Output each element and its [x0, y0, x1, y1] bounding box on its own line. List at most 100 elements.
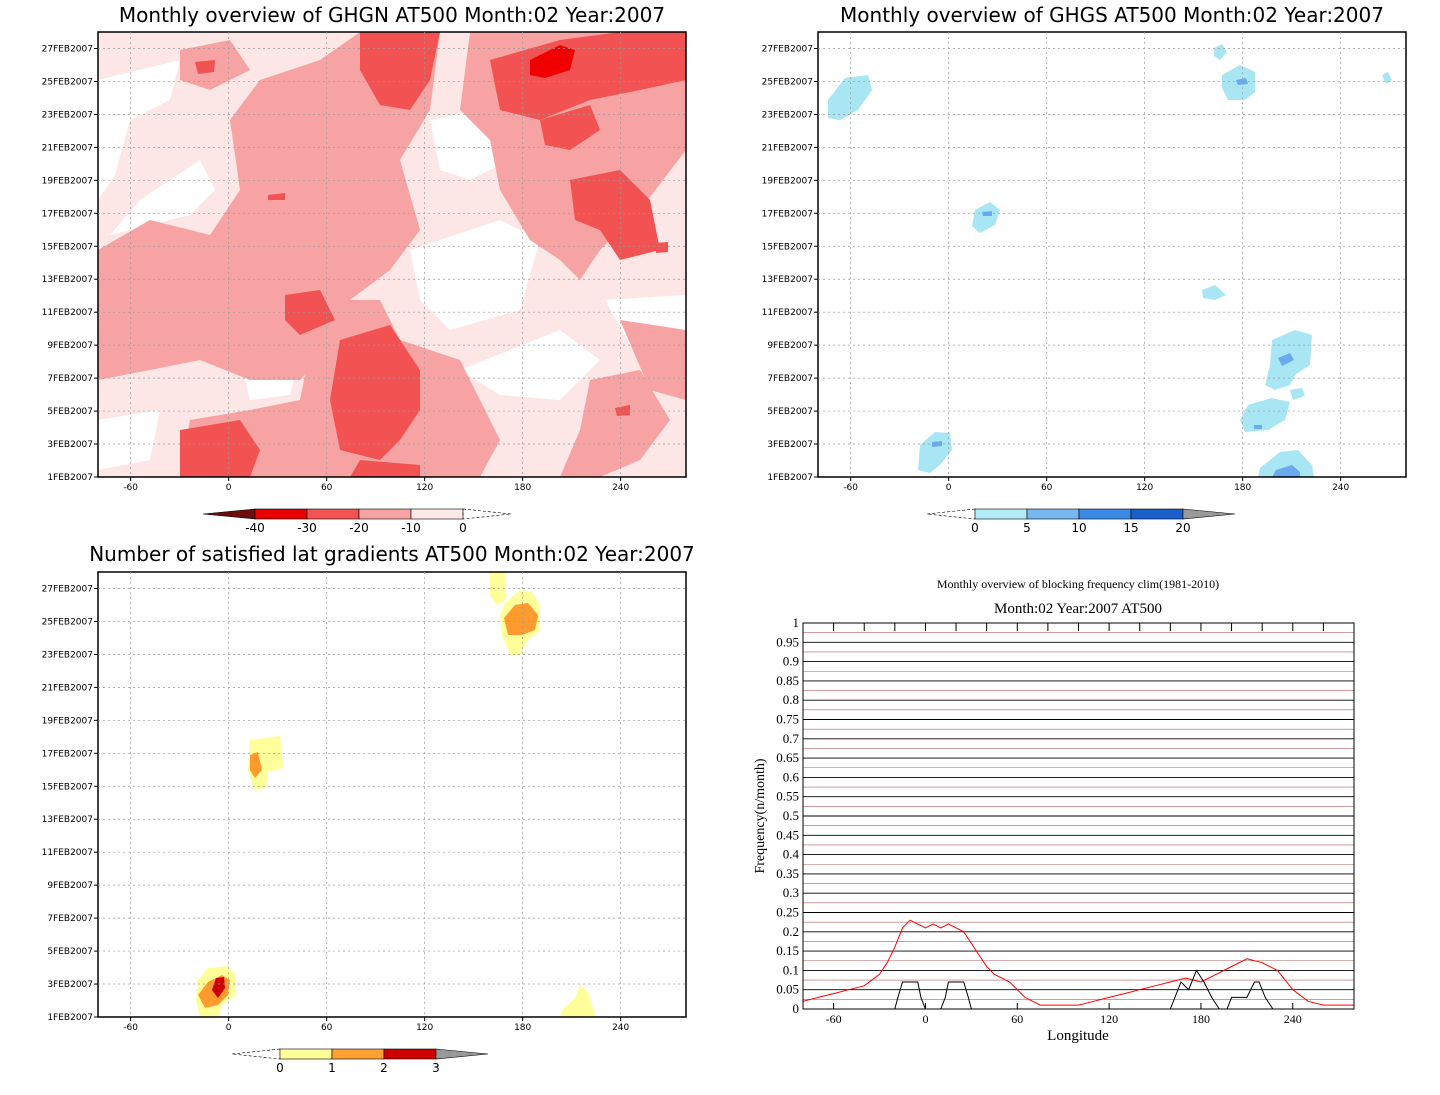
colorbar-segment — [358, 508, 412, 520]
lat-gradient-contour-field — [98, 572, 686, 1017]
colorbar-low-triangle — [202, 508, 256, 520]
colorbar-label: 3 — [432, 1061, 440, 1075]
colorbar-label: 5 — [1023, 521, 1031, 535]
colorbar-label: 1 — [328, 1061, 336, 1075]
colorbar-label: 10 — [1071, 521, 1086, 535]
colorbar-low-triangle — [231, 1048, 281, 1060]
y-tick-label: 0.75 — [776, 712, 799, 727]
y-tick-label: 9FEB2007 — [47, 881, 93, 891]
line-chart-subtitle: Month:02 Year:2007 AT500 — [994, 601, 1162, 617]
ghgs-grid — [818, 32, 1406, 477]
y-tick-label: 23FEB2007 — [42, 110, 93, 120]
y-tick-label: 15FEB2007 — [762, 242, 813, 252]
x-tick-label: 240 — [1284, 1012, 1302, 1026]
colorbar-label: 0 — [971, 521, 979, 535]
y-tick-label: 3FEB2007 — [47, 440, 93, 450]
ghgs-colorbar: 0 5 10 15 20 — [926, 508, 1236, 535]
y-tick-label: 0.05 — [776, 982, 799, 997]
y-tick-label: 17FEB2007 — [762, 209, 813, 219]
colorbar-high-triangle — [462, 508, 512, 520]
y-tick-label: 0.4 — [783, 847, 800, 862]
y-tick-label: 7FEB2007 — [767, 374, 813, 384]
y-tick-label: 5FEB2007 — [767, 407, 813, 417]
y-tick-label: 25FEB2007 — [762, 77, 813, 87]
ghgn-colorbar: -40 -30 -20 -10 0 — [202, 508, 512, 535]
y-tick-label: 0.1 — [783, 962, 799, 977]
y-tick-label: 5FEB2007 — [47, 407, 93, 417]
x-tick-label: -60 — [843, 483, 858, 493]
y-tick-label: 3FEB2007 — [47, 980, 93, 990]
y-tick-label: 1FEB2007 — [767, 473, 813, 483]
y-tick-label: 0.85 — [776, 673, 799, 688]
colorbar-label: 2 — [380, 1061, 388, 1075]
colorbar-segment — [974, 508, 1028, 520]
x-tick-label: 120 — [416, 1023, 433, 1033]
ghgn-grid — [98, 32, 686, 477]
colorbar-label: -10 — [401, 521, 421, 535]
y-tick-label: 17FEB2007 — [42, 209, 93, 219]
x-tick-label: 240 — [612, 1023, 629, 1033]
x-tick-label: 180 — [514, 483, 531, 493]
y-tick-label: 15FEB2007 — [42, 242, 93, 252]
y-tick-label: 0.8 — [783, 692, 799, 707]
y-tick-label: 11FEB2007 — [42, 308, 93, 318]
x-tick-label: 0 — [922, 1012, 928, 1026]
y-axis-label: Frequency(n/month) — [753, 758, 768, 873]
x-tick-label: -60 — [826, 1012, 842, 1026]
ghgn-axis-ticks: -60 0 60 120 180 240 1FEB2007 3FEB2007 5FEB2007 7… — [42, 44, 630, 493]
panel-ghgn: Monthly overview of GHGN AT500 Month:02 … — [42, 3, 687, 535]
y-tick-label: 0.15 — [776, 943, 799, 958]
y-tick-label: 5FEB2007 — [47, 947, 93, 957]
y-tick-label: 21FEB2007 — [762, 143, 813, 153]
colorbar-label: -40 — [245, 521, 265, 535]
y-tick-label: 7FEB2007 — [47, 374, 93, 384]
panel-ghgs: Monthly overview of GHGS AT500 Month:02 … — [762, 3, 1407, 535]
colorbar-high-triangle — [1182, 508, 1236, 520]
y-tick-label: 17FEB2007 — [42, 749, 93, 759]
lat-gradient-colorbar: 0 1 2 3 — [231, 1048, 489, 1075]
y-tick-label: 0.9 — [783, 654, 799, 669]
x-tick-label: 60 — [321, 1023, 333, 1033]
y-tick-label: 23FEB2007 — [42, 650, 93, 660]
line-chart-series — [802, 919, 1354, 1010]
x-tick-label: 120 — [1136, 483, 1153, 493]
colorbar-label: 20 — [1175, 521, 1190, 535]
x-tick-label: 180 — [514, 1023, 531, 1033]
x-tick-label: 240 — [1332, 483, 1349, 493]
colorbar-low-triangle — [926, 508, 976, 520]
x-tick-label: -60 — [123, 483, 138, 493]
y-tick-label: 0.55 — [776, 789, 799, 804]
colorbar-segment — [331, 1048, 385, 1060]
y-tick-label: 1 — [793, 615, 800, 630]
y-tick-label: 0.25 — [776, 905, 799, 920]
panel-title-ghgs: Monthly overview of GHGS AT500 Month:02 … — [840, 3, 1384, 27]
y-tick-label: 9FEB2007 — [47, 341, 93, 351]
colorbar-high-triangle — [435, 1048, 489, 1060]
colorbar-label: -20 — [349, 521, 369, 535]
x-tick-label: 60 — [321, 483, 333, 493]
colorbar-segment — [306, 508, 360, 520]
x-axis-label: Longitude — [1047, 1028, 1109, 1044]
y-tick-label: 25FEB2007 — [42, 77, 93, 87]
panel-title-lat-gradients: Number of satisfied lat gradients AT500 … — [89, 542, 695, 566]
lat-gradient-axis-ticks: -60 0 60 120 180 240 1FEB2007 3FEB2007 5FEB2007 7… — [42, 584, 630, 1033]
series-line-red — [802, 919, 1354, 1006]
y-tick-label: 9FEB2007 — [767, 341, 813, 351]
colorbar-segment — [1130, 508, 1184, 520]
colorbar-label: 0 — [459, 521, 467, 535]
panel-blocking-frequency: Monthly overview of blocking frequency c… — [753, 577, 1355, 1044]
y-tick-label: 0.6 — [783, 769, 800, 784]
y-tick-label: 1FEB2007 — [47, 473, 93, 483]
y-tick-label: 27FEB2007 — [42, 584, 93, 594]
x-tick-label: 180 — [1192, 1012, 1210, 1026]
x-tick-label: 0 — [946, 483, 952, 493]
y-tick-label: 7FEB2007 — [47, 914, 93, 924]
y-tick-label: 0.95 — [776, 634, 799, 649]
y-tick-label: 13FEB2007 — [42, 275, 93, 285]
y-tick-label: 0.5 — [783, 808, 799, 823]
y-tick-label: 0.45 — [776, 827, 799, 842]
panel-lat-gradients: Number of satisfied lat gradients AT500 … — [42, 542, 695, 1075]
y-tick-label: 15FEB2007 — [42, 782, 93, 792]
x-tick-label: 60 — [1041, 483, 1053, 493]
